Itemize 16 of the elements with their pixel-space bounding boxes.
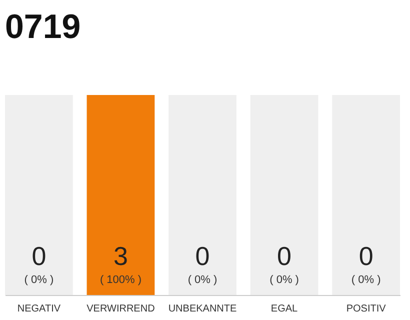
x-tick-label: UNBEKANNTE	[168, 304, 237, 314]
annotation: ( 0% )	[351, 274, 381, 286]
x-tick-label: VERWIRREND	[86, 304, 155, 314]
data-label: 3	[113, 241, 128, 271]
chart-title: 0719	[5, 8, 81, 46]
data-label: 0	[277, 241, 292, 271]
x-tick-label: NEGATIV	[17, 304, 61, 314]
x-tick-label: EGAL	[270, 304, 298, 314]
annotation: ( 0% )	[188, 274, 218, 286]
annotation: ( 0% )	[270, 274, 299, 286]
data-label: 0	[32, 241, 46, 271]
annotation: ( 100% )	[100, 274, 142, 286]
annotation: ( 0% )	[24, 274, 54, 286]
data-label: 0	[195, 241, 210, 271]
data-label: 0	[358, 241, 374, 271]
x-tick-label: POSITIV	[346, 304, 386, 314]
